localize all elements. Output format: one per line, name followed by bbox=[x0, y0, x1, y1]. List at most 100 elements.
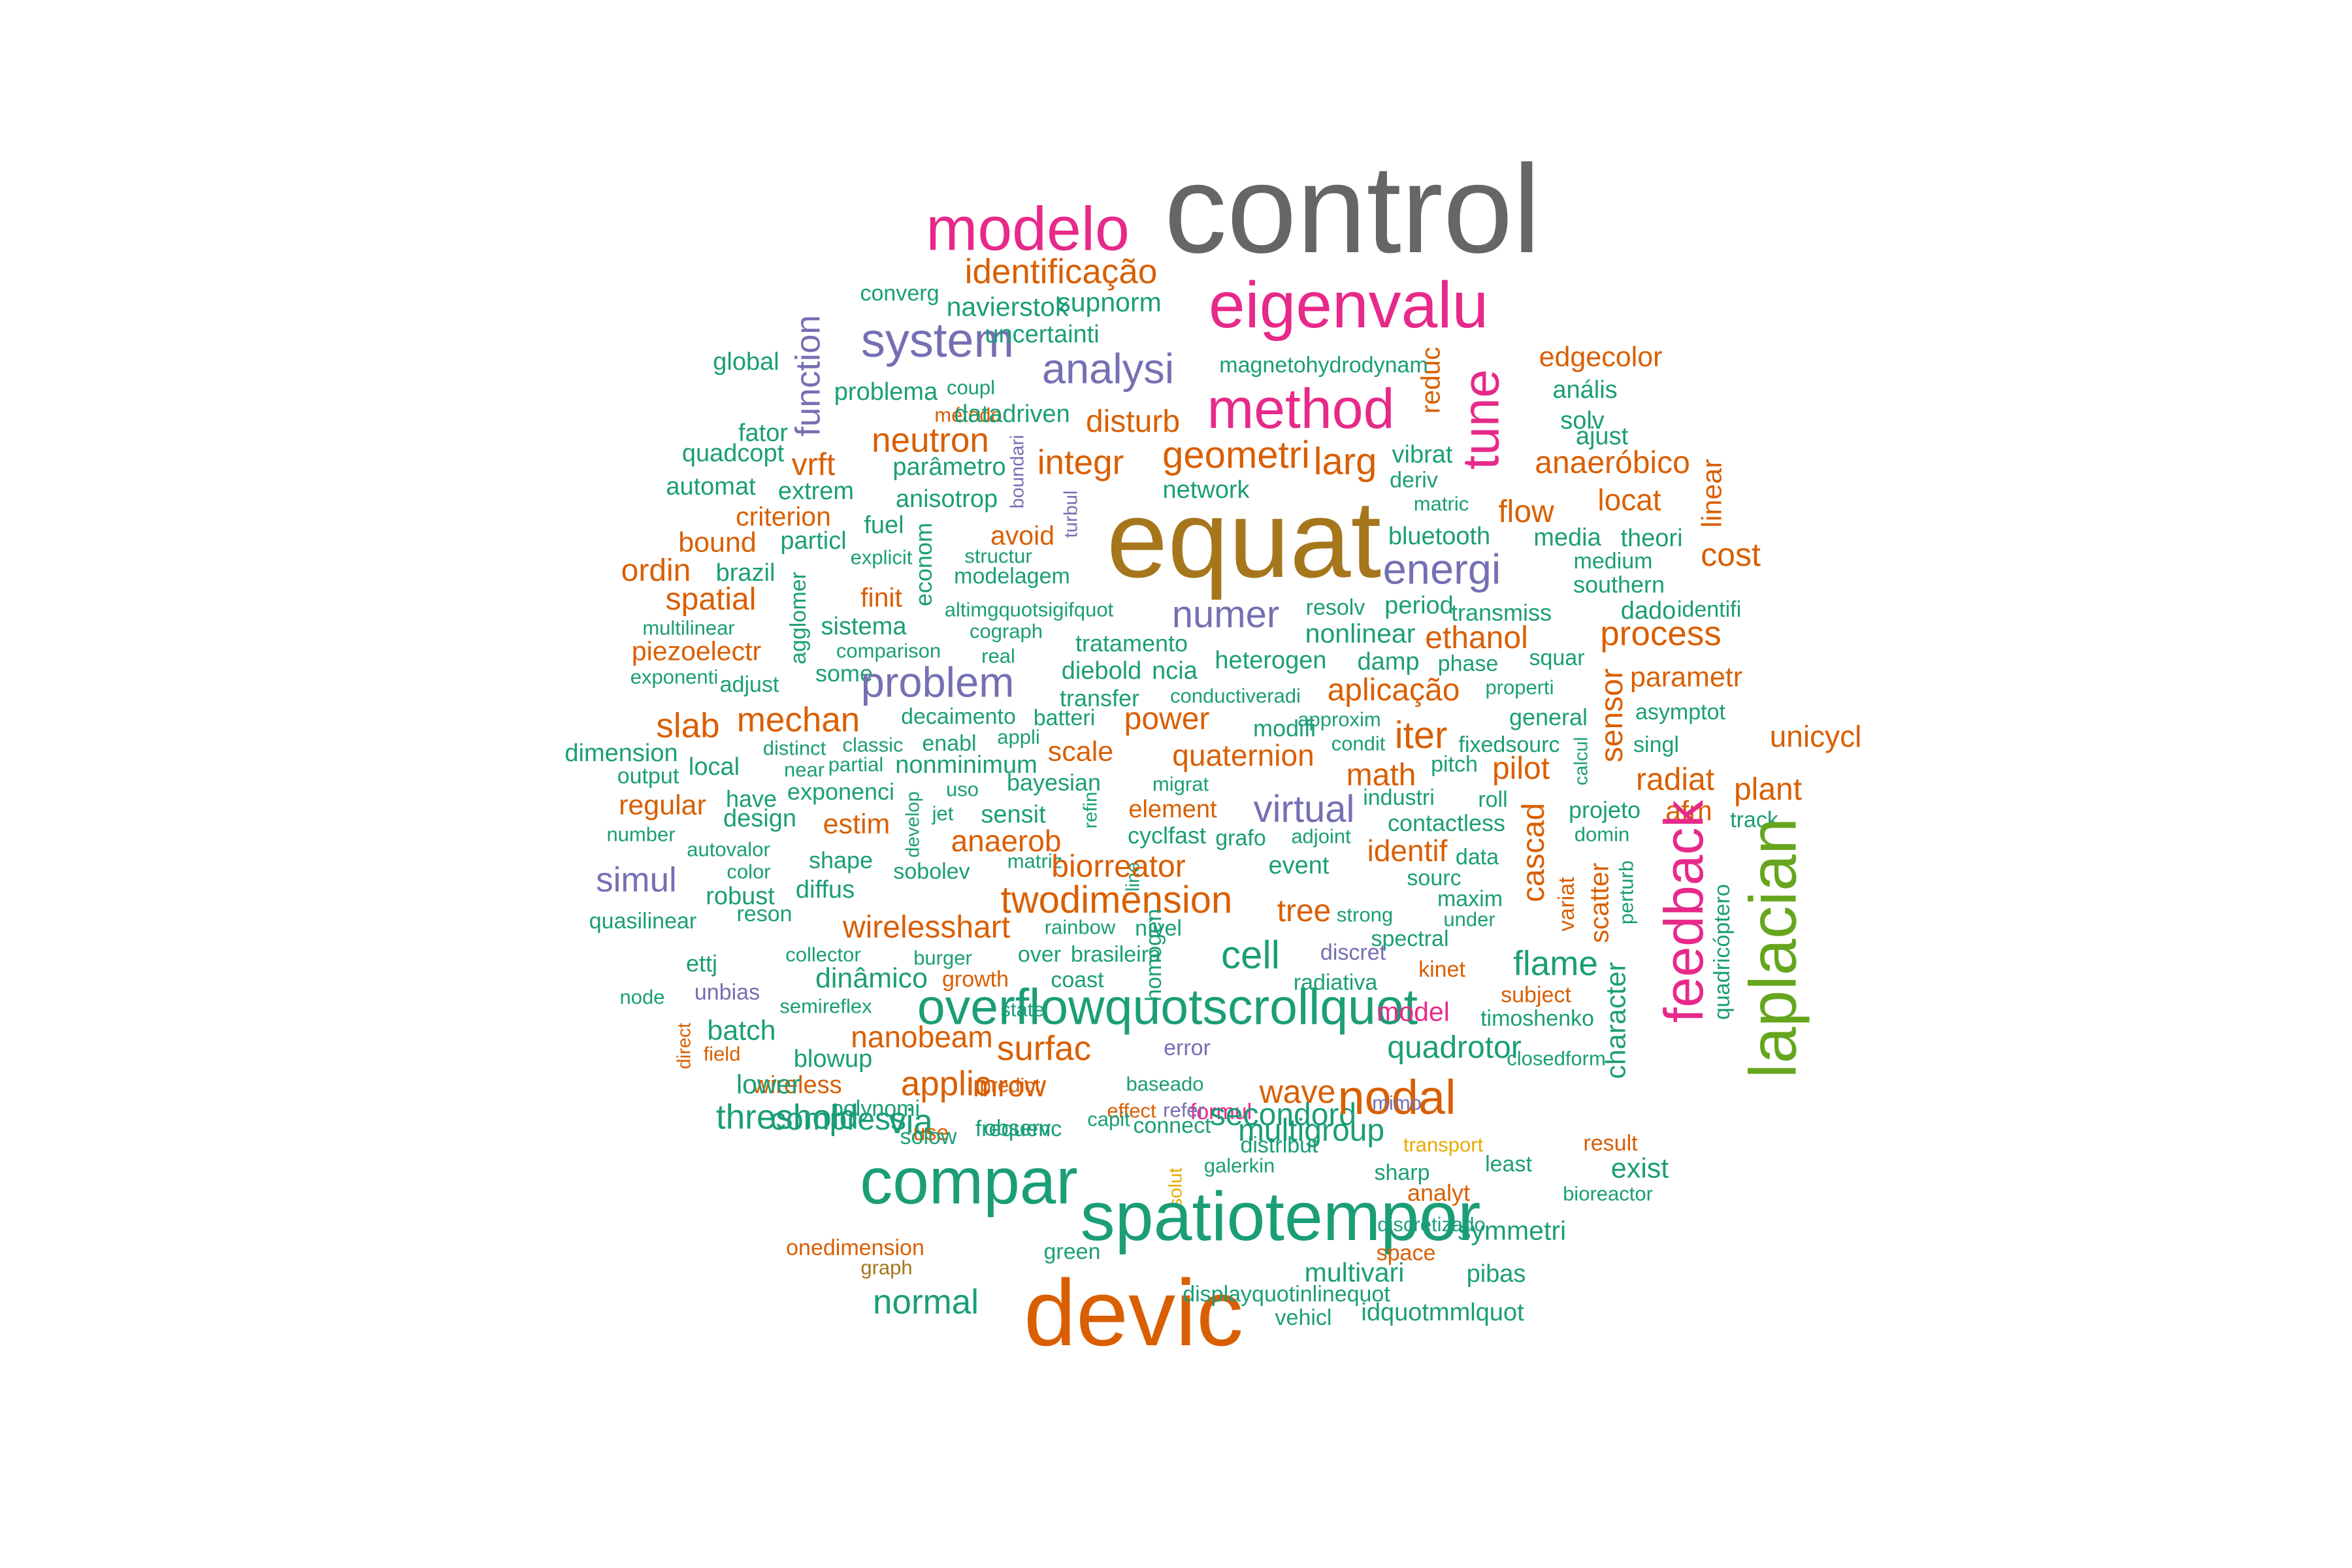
word-phase: phase bbox=[1437, 651, 1499, 676]
word-applic: applic bbox=[900, 1064, 992, 1103]
word-compar: compar bbox=[860, 1145, 1078, 1218]
word-calcul: calcul bbox=[1571, 736, 1592, 786]
word-system: system bbox=[860, 313, 1015, 367]
word-adjoint: adjoint bbox=[1291, 825, 1351, 848]
word-burger: burger bbox=[913, 946, 972, 970]
word-spatiotempor: spatiotempor bbox=[1080, 1178, 1481, 1255]
word-spectral: spectral bbox=[1371, 926, 1449, 951]
word-virtual: virtual bbox=[1253, 788, 1355, 830]
word-brasileira: brasileira bbox=[1071, 942, 1161, 967]
word-industri: industri bbox=[1363, 785, 1435, 810]
word-idquotmmlquot: idquotmmlquot bbox=[1361, 1299, 1524, 1326]
word-avoid: avoid bbox=[990, 520, 1055, 551]
word-aplicacao: aplicação bbox=[1327, 673, 1460, 708]
word-state: state bbox=[1000, 998, 1045, 1021]
word-modelagem: modelagem bbox=[954, 564, 1070, 589]
word-boundari: boundari bbox=[1007, 434, 1028, 509]
word-quaternion: quaternion bbox=[1172, 738, 1315, 772]
word-parametro: parâmetro bbox=[892, 453, 1006, 481]
word-predict: predict bbox=[979, 1073, 1041, 1097]
word-spatial: spatial bbox=[665, 582, 757, 617]
word-slab: slab bbox=[656, 706, 720, 745]
word-timoshenko: timoshenko bbox=[1480, 1006, 1594, 1031]
word-process: process bbox=[1600, 614, 1722, 653]
word-identif: identif bbox=[1367, 834, 1448, 868]
word-bound: bound bbox=[678, 527, 757, 559]
word-matric: matric bbox=[1413, 492, 1469, 515]
word-some: some bbox=[815, 660, 874, 687]
word-approxim: approxim bbox=[1298, 708, 1381, 731]
word-piezoelectr: piezoelectr bbox=[631, 636, 762, 666]
word-quadrotor: quadrotor bbox=[1387, 1030, 1522, 1065]
word-anaerob: anaerob bbox=[951, 824, 1062, 858]
word-matriz: matriz bbox=[1007, 849, 1063, 873]
word-polynomi: polynomi bbox=[830, 1096, 921, 1121]
word-disturb: disturb bbox=[1085, 404, 1181, 439]
word-quasilinear: quasilinear bbox=[589, 909, 697, 934]
word-cell: cell bbox=[1220, 933, 1281, 977]
word-character: character bbox=[1600, 962, 1632, 1079]
word-baseado: baseado bbox=[1126, 1072, 1204, 1096]
word-distinct: distinct bbox=[762, 736, 826, 760]
word-develop: develop bbox=[902, 791, 924, 858]
word-squar: squar bbox=[1529, 645, 1585, 670]
word-power: power bbox=[1124, 702, 1210, 736]
word-converg: converg bbox=[860, 281, 939, 306]
word-condit: condit bbox=[1331, 732, 1386, 755]
word-media: media bbox=[1533, 524, 1601, 551]
word-solv: solv bbox=[1560, 407, 1605, 434]
word-adjust: adjust bbox=[719, 672, 779, 697]
word-collector: collector bbox=[785, 943, 861, 966]
word-formul: formul bbox=[1190, 1100, 1252, 1124]
word-mechan: mechan bbox=[736, 700, 860, 740]
word-scatter: scatter bbox=[1584, 862, 1614, 943]
word-batch: batch bbox=[707, 1015, 776, 1047]
word-radiativa: radiativa bbox=[1293, 970, 1378, 995]
word-discret: discret bbox=[1320, 940, 1386, 965]
word-distribut: distribut bbox=[1240, 1133, 1318, 1158]
word-nonlinear: nonlinear bbox=[1305, 618, 1416, 649]
word-ettj: ettj bbox=[685, 950, 718, 977]
word-overflowquotscrollquot: overflowquotscrollquot bbox=[917, 979, 1418, 1036]
word-diebold: diebold bbox=[1061, 657, 1142, 685]
word-general: general bbox=[1509, 704, 1588, 730]
word-event: event bbox=[1268, 852, 1330, 879]
word-nonminimum: nonminimum bbox=[895, 751, 1037, 779]
word-transfer: transfer bbox=[1059, 685, 1140, 711]
word-bioreactor: bioreactor bbox=[1563, 1182, 1653, 1205]
word-pibas: pibas bbox=[1466, 1260, 1526, 1288]
word-geometri: geometri bbox=[1162, 434, 1310, 476]
word-quadricoptero: quadricóptero bbox=[1710, 884, 1735, 1020]
word-enabl: enabl bbox=[922, 731, 977, 756]
word-magnetohydrodynam: magnetohydrodynam bbox=[1219, 353, 1428, 378]
word-math: math bbox=[1346, 758, 1416, 792]
word-radiat: radiat bbox=[1635, 762, 1715, 797]
word-iter: iter bbox=[1394, 714, 1448, 757]
word-secondord: secondord bbox=[1209, 1098, 1357, 1132]
word-symmetri: symmetri bbox=[1457, 1215, 1567, 1246]
word-control: control bbox=[1164, 139, 1541, 279]
word-design: design bbox=[723, 805, 796, 832]
word-edgecolor: edgecolor bbox=[1539, 341, 1663, 373]
word-flow: flow bbox=[1498, 495, 1554, 529]
word-estim: estim bbox=[823, 808, 890, 840]
word-problem: problem bbox=[860, 658, 1015, 706]
word-surfac: surfac bbox=[996, 1029, 1092, 1068]
word-criterion: criterion bbox=[736, 501, 831, 532]
word-tune: tune bbox=[1451, 369, 1510, 470]
word-agglomer: agglomer bbox=[786, 572, 811, 664]
word-fixedsourc: fixedsourc bbox=[1458, 732, 1560, 757]
word-perturb: perturb bbox=[1614, 860, 1638, 925]
word-dado: dado bbox=[1620, 597, 1676, 625]
word-space: space bbox=[1376, 1241, 1436, 1266]
word-integr: integr bbox=[1037, 443, 1124, 482]
word-semireflex: semireflex bbox=[779, 994, 872, 1018]
word-bayesian: bayesian bbox=[1006, 769, 1102, 796]
word-reduc: reduc bbox=[1415, 346, 1446, 414]
word-neutron: neutron bbox=[872, 421, 989, 460]
word-unicycl: unicycl bbox=[1769, 719, 1862, 753]
word-green: green bbox=[1043, 1239, 1101, 1264]
word-particl: particl bbox=[780, 527, 847, 555]
word-anisotrop: anisotrop bbox=[895, 485, 998, 513]
